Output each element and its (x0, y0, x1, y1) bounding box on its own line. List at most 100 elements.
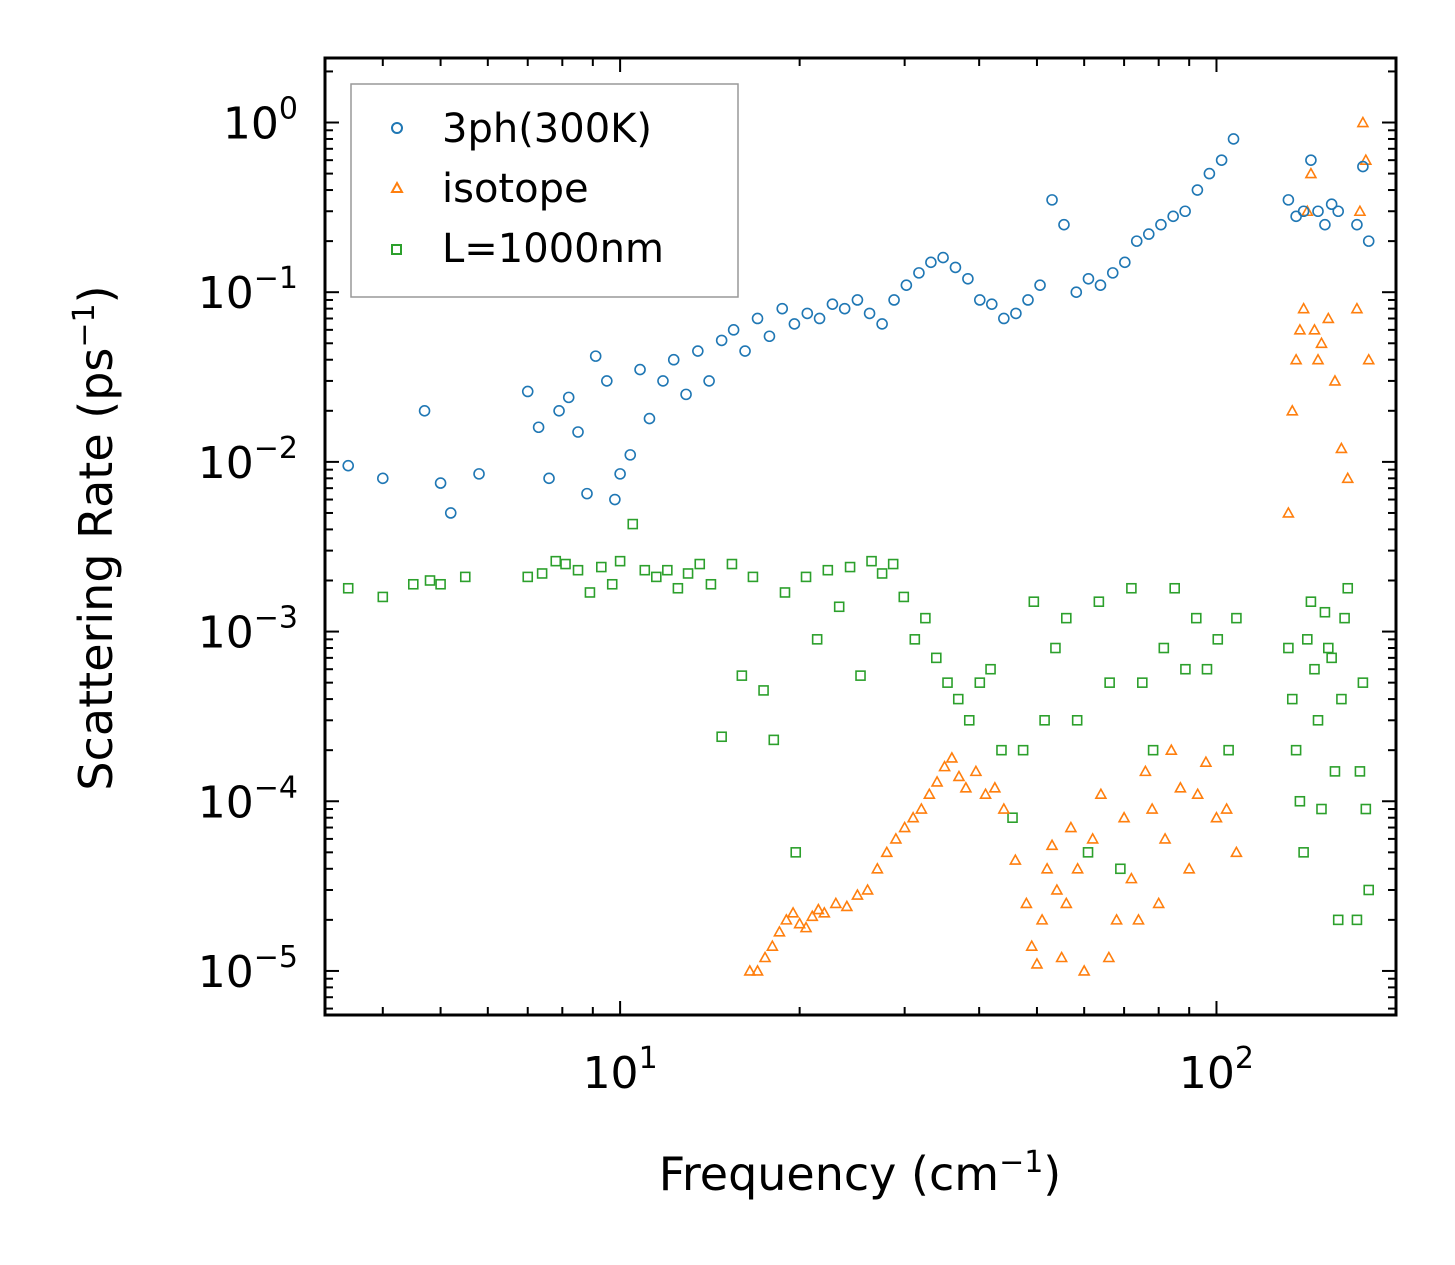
data-point-isotope (817, 906, 831, 918)
data-point-isotope (758, 950, 772, 963)
series-square (342, 518, 1375, 926)
data-point-l1000nm (584, 587, 596, 598)
data-point-3ph (1305, 154, 1317, 166)
data-point-3ph (703, 375, 715, 387)
data-point-l1000nm (1158, 642, 1170, 654)
x-tick-label: 101 (583, 1041, 658, 1099)
data-point-l1000nm (833, 601, 845, 613)
data-point-isotope (1025, 939, 1039, 951)
data-point-isotope (1359, 153, 1373, 165)
data-point-isotope (1321, 311, 1335, 324)
data-point-l1000nm (1231, 612, 1242, 624)
data-point-l1000nm (459, 571, 471, 583)
data-point-isotope (1182, 862, 1196, 874)
data-point-isotope (988, 781, 1002, 793)
y-tick-label: 10−5 (198, 940, 298, 998)
data-point-l1000nm (1147, 744, 1159, 756)
data-point-l1000nm (1298, 847, 1309, 858)
data-point-isotope (1086, 832, 1100, 844)
data-point-3ph (1094, 279, 1107, 291)
data-point-3ph (553, 405, 565, 417)
data-point-3ph (1332, 205, 1345, 218)
data-point-l1000nm (1061, 612, 1072, 624)
data-point-l1000nm (1126, 582, 1137, 594)
data-point-3ph (572, 426, 584, 438)
data-point-isotope (1094, 787, 1108, 800)
data-point-isotope (1356, 115, 1370, 128)
data-point-l1000nm (716, 731, 727, 743)
data-point-l1000nm (747, 571, 759, 583)
data-point-3ph (985, 298, 998, 310)
data-point-3ph (543, 472, 555, 485)
data-point-3ph (739, 345, 751, 357)
data-point-isotope (1282, 506, 1295, 518)
data-point-isotope (1199, 755, 1213, 767)
legend-label-l1000nm: L=1000nm (442, 226, 664, 272)
data-point-l1000nm (1351, 914, 1363, 926)
data-point-3ph (1130, 235, 1143, 247)
data-point-l1000nm (1283, 642, 1294, 654)
data-point-l1000nm (1190, 612, 1202, 624)
data-point-isotope (979, 787, 992, 800)
data-point-l1000nm (844, 561, 856, 573)
data-point-isotope (938, 759, 951, 772)
data-point-3ph (667, 353, 680, 366)
data-point-l1000nm (1212, 634, 1224, 645)
data-point-isotope (889, 832, 903, 844)
legend-label-isotope: isotope (442, 166, 589, 212)
data-point-3ph (788, 318, 801, 330)
data-point-3ph (1215, 154, 1228, 166)
data-point-isotope (1110, 913, 1123, 925)
data-point-l1000nm (596, 561, 607, 573)
data-point-3ph (376, 472, 389, 485)
data-point-3ph (937, 251, 949, 264)
data-point-isotope (1210, 811, 1223, 823)
data-point-isotope (1145, 802, 1159, 814)
plot-frame (323, 56, 1398, 1017)
data-point-isotope (1020, 896, 1033, 909)
data-point-l1000nm (1339, 612, 1350, 624)
data-point-3ph (1319, 218, 1331, 231)
data-point-3ph (444, 507, 457, 519)
data-point-isotope (751, 964, 764, 976)
data-point-3ph (1282, 194, 1295, 206)
data-point-l1000nm (377, 591, 389, 603)
data-point-isotope (765, 939, 779, 951)
legend: 3ph(300K) isotope L=1000nm (350, 83, 739, 298)
data-point-isotope (915, 802, 928, 814)
data-point-3ph (751, 312, 764, 325)
data-point-l1000nm (694, 558, 706, 570)
data-point-isotope (779, 913, 793, 925)
data-point-3ph (1022, 294, 1034, 306)
data-point-isotope (1045, 838, 1059, 851)
data-point-isotope (1328, 374, 1342, 386)
data-point-isotope (1030, 957, 1044, 969)
data-point-l1000nm (1137, 677, 1148, 688)
data-point-isotope (1035, 913, 1049, 925)
legend-label-3ph: 3ph(300K) (442, 106, 652, 152)
data-point-l1000nm (996, 744, 1007, 756)
data-point-isotope (799, 920, 813, 933)
legend-marker-circle (391, 122, 403, 134)
data-point-isotope (1191, 787, 1205, 800)
data-point-l1000nm (662, 564, 673, 576)
data-point-l1000nm (963, 714, 975, 726)
data-point-3ph (876, 318, 888, 330)
data-point-l1000nm (920, 612, 931, 624)
data-point-l1000nm (1028, 596, 1040, 607)
data-point-3ph (634, 363, 646, 376)
data-point-3ph (692, 345, 704, 357)
data-point-3ph (1010, 307, 1022, 320)
data-point-isotope (871, 862, 884, 874)
data-point-3ph (1142, 228, 1155, 240)
y-tick-label: 10−1 (198, 261, 298, 319)
data-point-3ph (763, 330, 776, 343)
data-point-l1000nm (1323, 642, 1334, 654)
data-point-3ph (1155, 218, 1167, 231)
data-point-isotope (861, 883, 874, 895)
data-point-isotope (1139, 764, 1152, 777)
data-point-3ph (826, 298, 839, 310)
data-point-l1000nm (790, 847, 802, 858)
data-point-l1000nm (887, 558, 899, 570)
legend-entry-isotope: isotope (390, 166, 589, 212)
